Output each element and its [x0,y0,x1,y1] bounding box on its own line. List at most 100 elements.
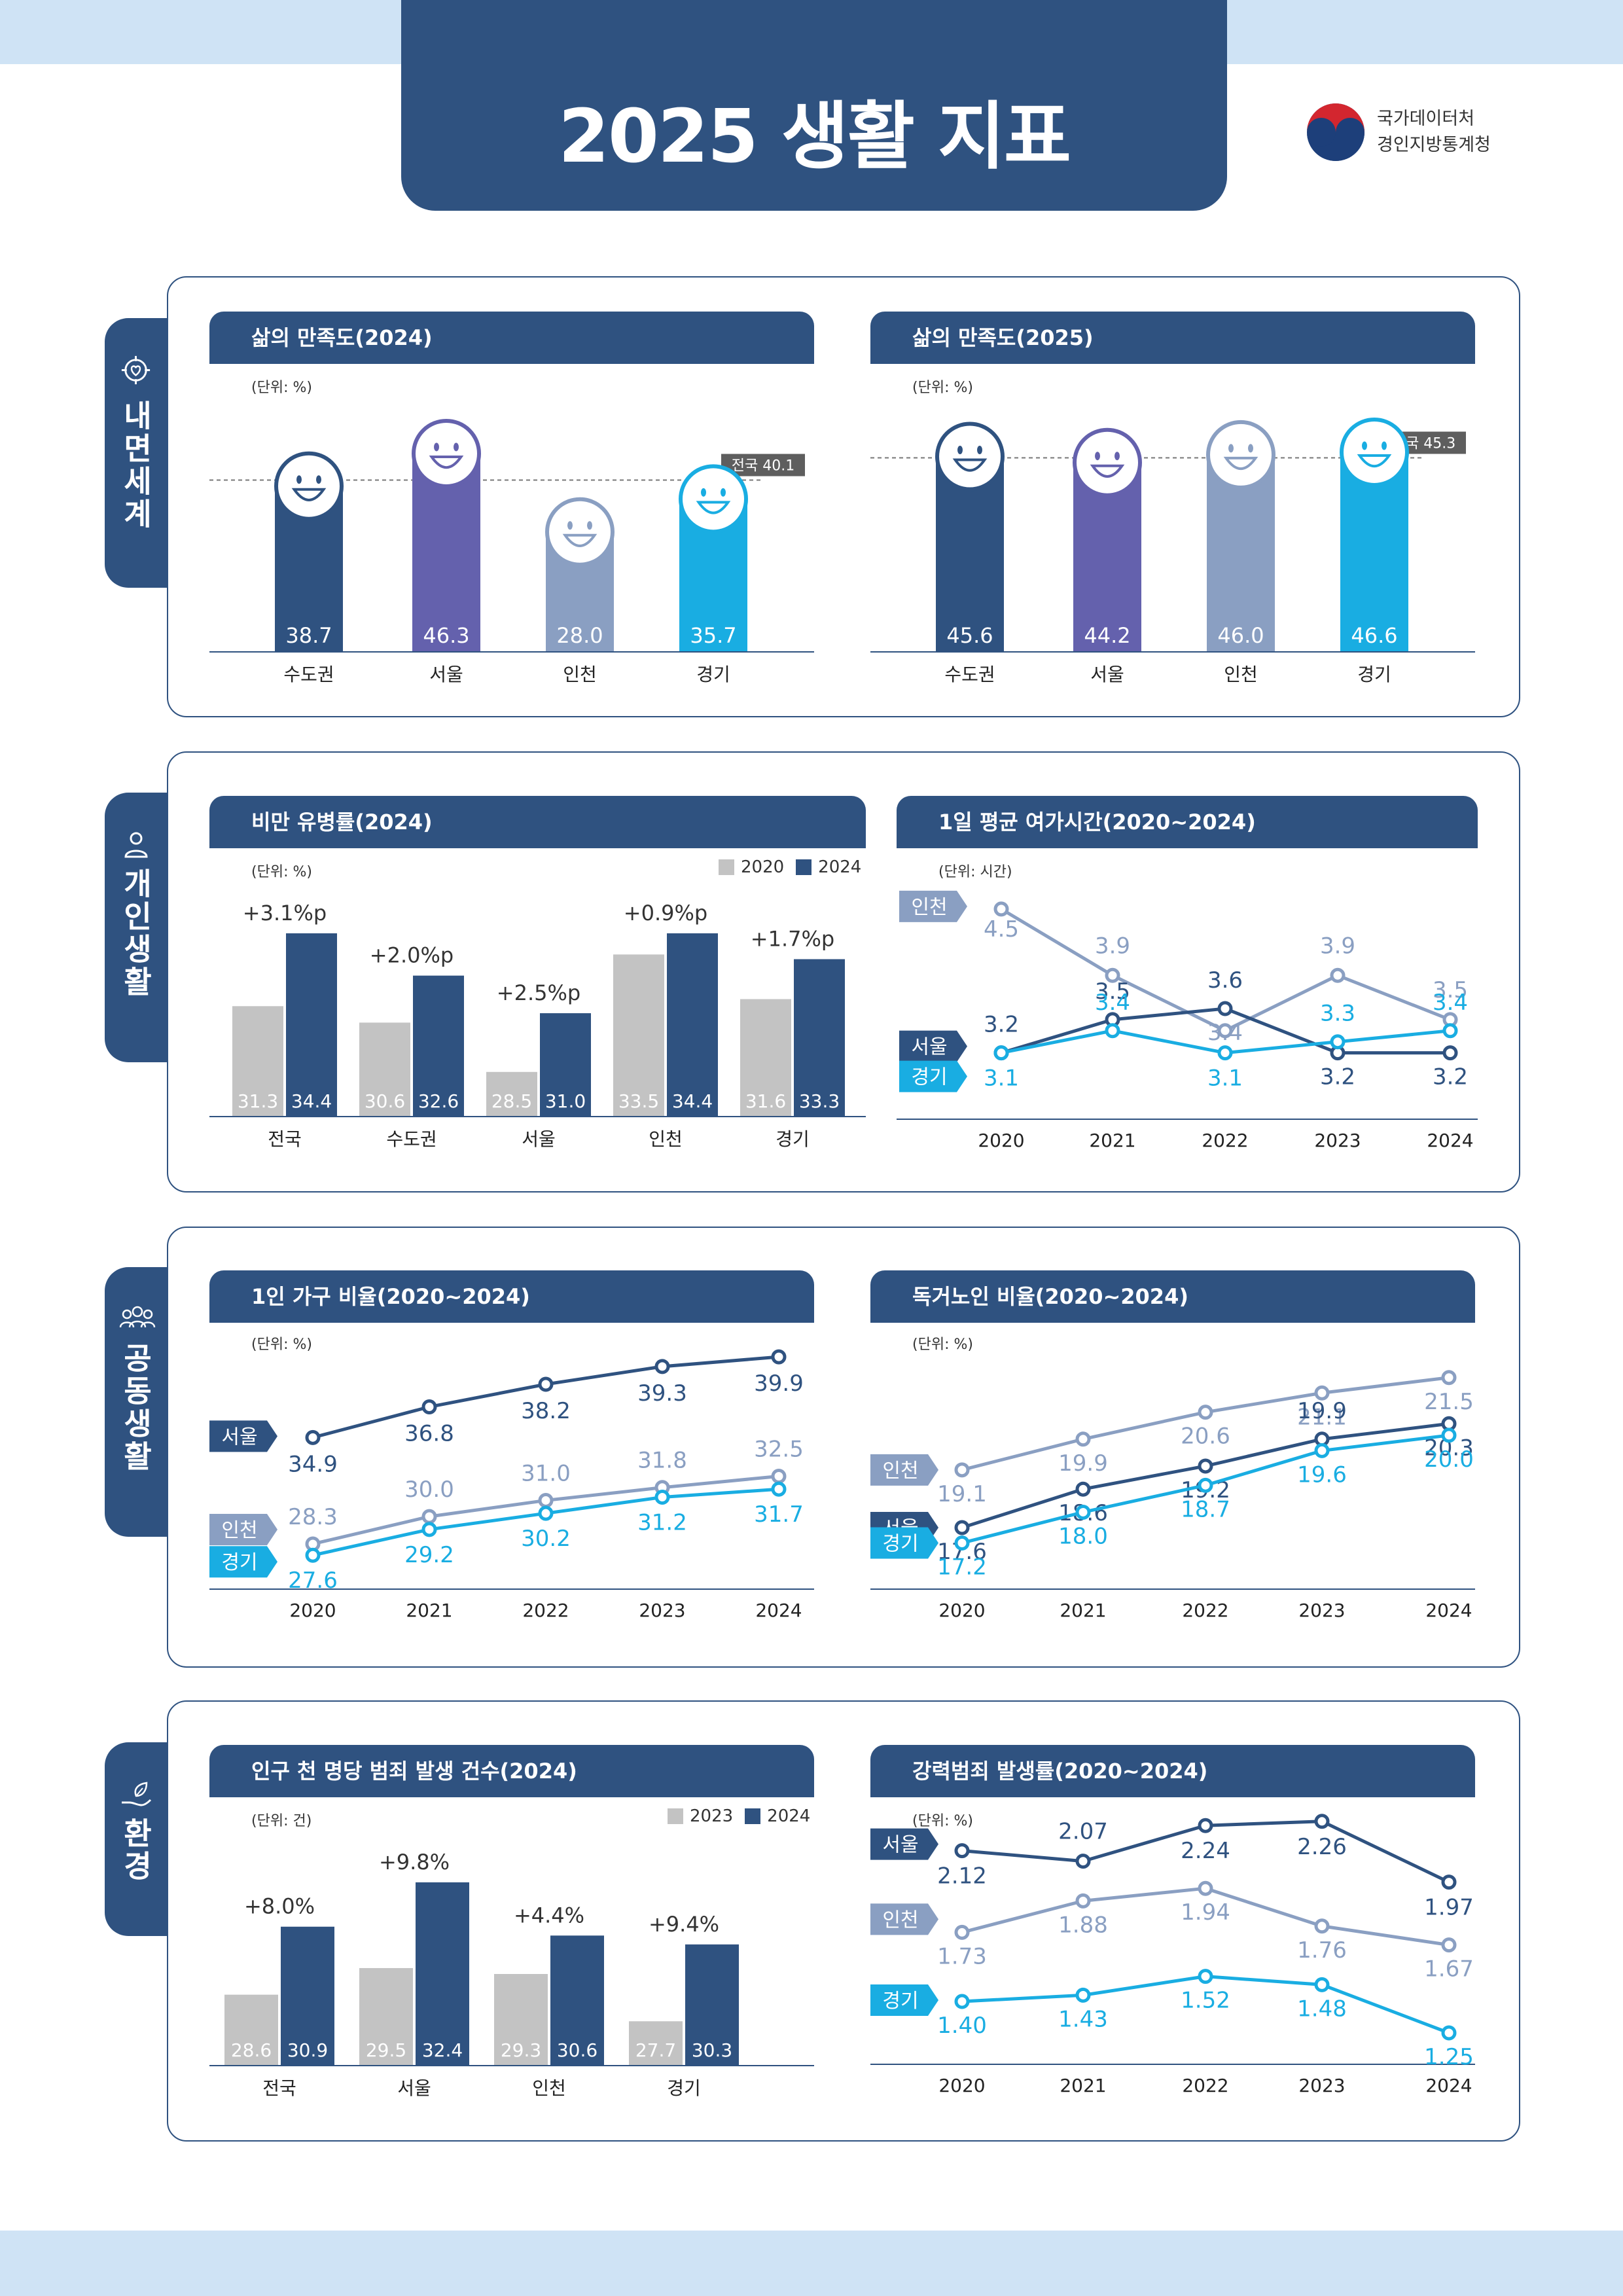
data-point [1441,1874,1457,1890]
data-label: 1.48 [1297,1996,1347,2022]
bar-prev-서울 [486,1071,537,1117]
series-tag-인천 [209,1513,277,1545]
data-label: 21.5 [1424,1389,1474,1415]
reference-label: 전국 40.1 [732,458,794,475]
bar-curr-전국 [281,1926,334,2066]
data-point [1075,1481,1091,1497]
chart-leisure: 2020 2021 2022 2023 2024 4.5 3.9 3.4 3.9 3.5 인천 3.2… [897,890,1478,1151]
data-point [954,1462,970,1478]
data-point [1075,1504,1091,1520]
change-label: +3.1%p [243,901,327,925]
category-label: 경기 [667,2077,701,2099]
data-label: 2.07 [1058,1819,1108,1845]
bar-prev-전국 [224,1994,278,2066]
data-label: 32.5 [754,1436,804,1462]
value-label: 38.7 [285,623,332,648]
category-label: 수도권 [283,664,334,685]
category-label: 인천 [532,2077,566,2099]
x-tick-label: 2024 [755,1600,802,1621]
data-label: 1.67 [1424,1956,1474,1982]
x-tick-label: 2024 [1427,1130,1473,1151]
data-label: 31.7 [754,1501,804,1528]
data-point [538,1505,554,1521]
data-label: 3.1 [984,1066,1019,1092]
unit-sat2024: (단위: %) [251,380,312,396]
value-label: 28.0 [556,623,603,648]
data-point [1330,967,1346,983]
series-tag-인천 [870,1903,938,1935]
data-point [421,1509,437,1524]
data-point [1314,1977,1330,1992]
change-label: +2.5%p [497,980,580,1005]
section-label-personal: 개인생활 [118,868,154,999]
x-tick-label: 2020 [289,1600,336,1621]
data-label: 18.0 [1058,1523,1108,1549]
data-label: 3.4 [1207,1020,1243,1046]
data-point [1441,1937,1457,1953]
agency-line-2: 경인지방통계청 [1377,135,1491,155]
category-label: 인천 [1224,664,1258,685]
series-tag-label: 인천 [882,1909,918,1931]
data-label: 3.4 [1095,990,1130,1016]
legend-label-2020: 2020 [741,857,785,877]
data-point [954,1924,970,1940]
header-violent: 강력범죄 발생률(2020~2024) [870,1745,1475,1797]
series-line-서울 [312,1355,779,1439]
data-point [1442,1045,1458,1061]
value-label: 33.3 [799,1090,840,1112]
value-label: 27.7 [635,2039,676,2061]
section-tab-inner: 내면세계 [105,318,167,588]
legend-swatch-2024b [745,1808,761,1824]
group-icon [119,1306,156,1328]
value-label: 31.0 [545,1090,586,1112]
legend-crime: 2023 2024 [668,1806,810,1826]
data-label: 3.9 [1095,933,1130,959]
series-tag-서울 [209,1420,277,1452]
data-label: 20.0 [1424,1446,1474,1473]
value-label: 31.3 [238,1090,278,1112]
data-label: 19.6 [1297,1462,1347,1488]
value-label: 46.6 [1351,623,1397,648]
data-point [1075,1893,1091,1909]
value-label: 34.4 [672,1090,713,1112]
data-label: 21.1 [1297,1404,1347,1430]
header-sat2025: 삶의 만족도(2025) [870,312,1475,364]
bar-curr-서울 [540,1013,591,1117]
value-label: 46.0 [1217,623,1264,648]
value-label: 31.6 [745,1090,786,1112]
category-label: 인천 [649,1128,683,1150]
heart-target-icon [121,355,151,385]
data-label: 38.2 [521,1398,571,1424]
data-point [1217,1045,1233,1061]
unit-obesity: (단위: %) [251,864,312,880]
value-label: 35.7 [690,623,736,648]
data-point [1105,967,1120,983]
data-label: 3.2 [1433,1064,1468,1090]
category-label: 인천 [563,664,597,685]
x-tick-label: 2021 [1089,1130,1135,1151]
title-banner: 2025 생활 지표 [401,0,1227,211]
data-label: 4.5 [984,916,1019,942]
data-label: 28.3 [288,1504,338,1530]
data-point [1075,1987,1091,2003]
header-elderly: 독거노인 비율(2020~2024) [870,1270,1475,1323]
chart-violent: 2020 2021 2022 2023 2024 2.12 2.07 2.24 2.26 1.97… [870,1814,1475,2096]
series-tag-label: 경기 [882,1990,918,2013]
data-label: 31.2 [637,1510,687,1536]
data-point [421,1399,437,1415]
x-tick-label: 2021 [406,1600,452,1621]
bottom-band [0,2231,1623,2296]
legend-label-2023: 2023 [690,1806,734,1826]
x-tick-label: 2021 [1060,2075,1106,2096]
data-label: 3.5 [1433,977,1468,1003]
series-tag-label: 경기 [221,1551,257,1574]
header-single: 1인 가구 비율(2020~2024) [209,1270,814,1323]
series-tag-경기 [899,1060,967,1092]
category-label: 서울 [1090,664,1124,685]
data-point [1441,1370,1457,1386]
chart-elderly: 2020 2021 2022 2023 2024 19.1 19.9 20.6 21.1 21.5… [870,1370,1475,1621]
smiley-icon [1340,417,1409,487]
data-point [1198,1818,1213,1833]
data-point [1198,1458,1213,1474]
value-label: 29.5 [366,2039,406,2061]
